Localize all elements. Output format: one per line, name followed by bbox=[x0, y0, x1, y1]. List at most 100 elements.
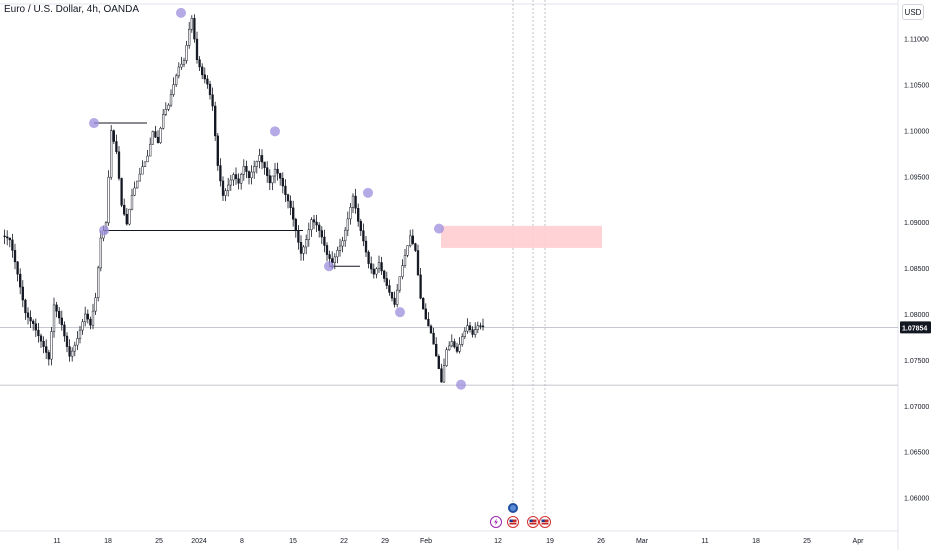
time-tick-label: 11 bbox=[701, 538, 708, 545]
candle-body bbox=[190, 18, 193, 30]
candle-body bbox=[167, 104, 170, 110]
current-price-badge bbox=[900, 321, 931, 334]
candle-body bbox=[328, 254, 331, 259]
candle-body bbox=[63, 324, 66, 337]
candle-body bbox=[32, 320, 35, 324]
candle-body bbox=[427, 318, 430, 327]
candle-body bbox=[440, 368, 443, 383]
candle-body bbox=[216, 135, 219, 166]
candle-body bbox=[271, 175, 274, 184]
flag-stripes bbox=[509, 519, 517, 525]
time-tick-label: 12 bbox=[494, 538, 502, 545]
candle-body bbox=[86, 313, 89, 320]
candle-body bbox=[110, 130, 113, 178]
candle-body bbox=[73, 344, 76, 352]
price-tick-label: 1.10000 bbox=[904, 128, 929, 135]
candle-body bbox=[401, 265, 404, 278]
time-tick-label: 26 bbox=[597, 538, 605, 545]
candle-body bbox=[65, 335, 69, 347]
candle-body bbox=[91, 310, 95, 326]
time-tick-label: 15 bbox=[289, 538, 297, 545]
symbol-title: Euro / U.S. Dollar, 4h, OANDA bbox=[4, 4, 140, 15]
candle-body bbox=[229, 179, 232, 186]
candle-body bbox=[151, 131, 154, 145]
pivot-marker[interactable] bbox=[434, 223, 444, 234]
pivot-marker[interactable] bbox=[456, 379, 466, 390]
candle-body bbox=[125, 213, 128, 225]
candle-body bbox=[138, 173, 141, 182]
pivot-marker[interactable] bbox=[324, 261, 334, 272]
candle-body bbox=[193, 18, 196, 40]
candle-body bbox=[208, 83, 212, 96]
candle-body bbox=[143, 161, 147, 168]
candle-body bbox=[34, 323, 37, 331]
price-tick-label: 1.07500 bbox=[904, 358, 929, 365]
price-tick-label: 1.08000 bbox=[904, 312, 929, 319]
candle-body bbox=[78, 329, 82, 339]
pivot-marker[interactable] bbox=[89, 118, 99, 129]
candle-body bbox=[232, 174, 235, 181]
candle-body bbox=[409, 235, 412, 246]
candle-body bbox=[388, 285, 391, 293]
candle-body bbox=[68, 346, 71, 357]
candle-body bbox=[281, 178, 284, 187]
time-tick-label: Feb bbox=[420, 538, 432, 545]
price-tick-label: 1.11000 bbox=[904, 37, 929, 44]
candle-body bbox=[390, 292, 394, 299]
candle-body bbox=[448, 345, 451, 350]
candle-body bbox=[424, 308, 427, 320]
candle-body bbox=[76, 338, 79, 346]
candle-body bbox=[289, 200, 292, 209]
candle-body bbox=[211, 94, 214, 107]
candle-body bbox=[450, 341, 453, 347]
candle-body bbox=[50, 331, 53, 360]
candle-body bbox=[175, 75, 178, 85]
currency-button[interactable]: USD bbox=[902, 4, 924, 20]
candle-body bbox=[247, 171, 251, 178]
candle-body bbox=[341, 240, 344, 247]
time-tick-label: 22 bbox=[340, 538, 348, 545]
candle-body bbox=[45, 346, 48, 353]
candle-body bbox=[224, 190, 227, 196]
supply-zone[interactable] bbox=[441, 225, 602, 248]
candle-body bbox=[195, 38, 199, 60]
pivot-marker[interactable] bbox=[99, 225, 109, 236]
candle-body bbox=[19, 273, 22, 288]
candle-body bbox=[357, 208, 360, 222]
candle-body bbox=[406, 245, 409, 256]
pivot-marker[interactable] bbox=[363, 187, 373, 198]
candle-body bbox=[367, 251, 370, 264]
candle-body bbox=[305, 239, 308, 248]
candle-body bbox=[419, 274, 422, 299]
candle-body bbox=[414, 243, 417, 251]
flag-stripes bbox=[529, 519, 537, 525]
pivot-marker[interactable] bbox=[270, 126, 280, 137]
candle-body bbox=[169, 94, 173, 106]
candle-body bbox=[180, 63, 183, 68]
candle-body bbox=[37, 329, 40, 337]
candle-body bbox=[362, 230, 365, 242]
candle-body bbox=[344, 229, 347, 242]
pivot-marker[interactable] bbox=[395, 307, 405, 318]
pivot-marker[interactable] bbox=[176, 7, 186, 18]
candle-body bbox=[214, 105, 217, 137]
candle-body bbox=[89, 318, 92, 326]
candle-body bbox=[130, 194, 134, 210]
candle-body bbox=[47, 352, 50, 360]
candle-body bbox=[476, 325, 479, 330]
candle-body bbox=[136, 180, 139, 189]
candle-body bbox=[294, 218, 297, 231]
candle-body bbox=[458, 344, 461, 352]
time-tick-label: Apr bbox=[853, 538, 865, 545]
price-tick-label: 1.06500 bbox=[904, 450, 929, 457]
candle-body bbox=[141, 166, 144, 175]
candle-body bbox=[117, 151, 121, 179]
candle-body bbox=[13, 250, 17, 263]
candle-body bbox=[292, 207, 295, 220]
candle-body bbox=[310, 219, 313, 231]
candle-body bbox=[468, 325, 472, 330]
candle-body bbox=[3, 235, 6, 238]
candle-body bbox=[312, 219, 316, 223]
